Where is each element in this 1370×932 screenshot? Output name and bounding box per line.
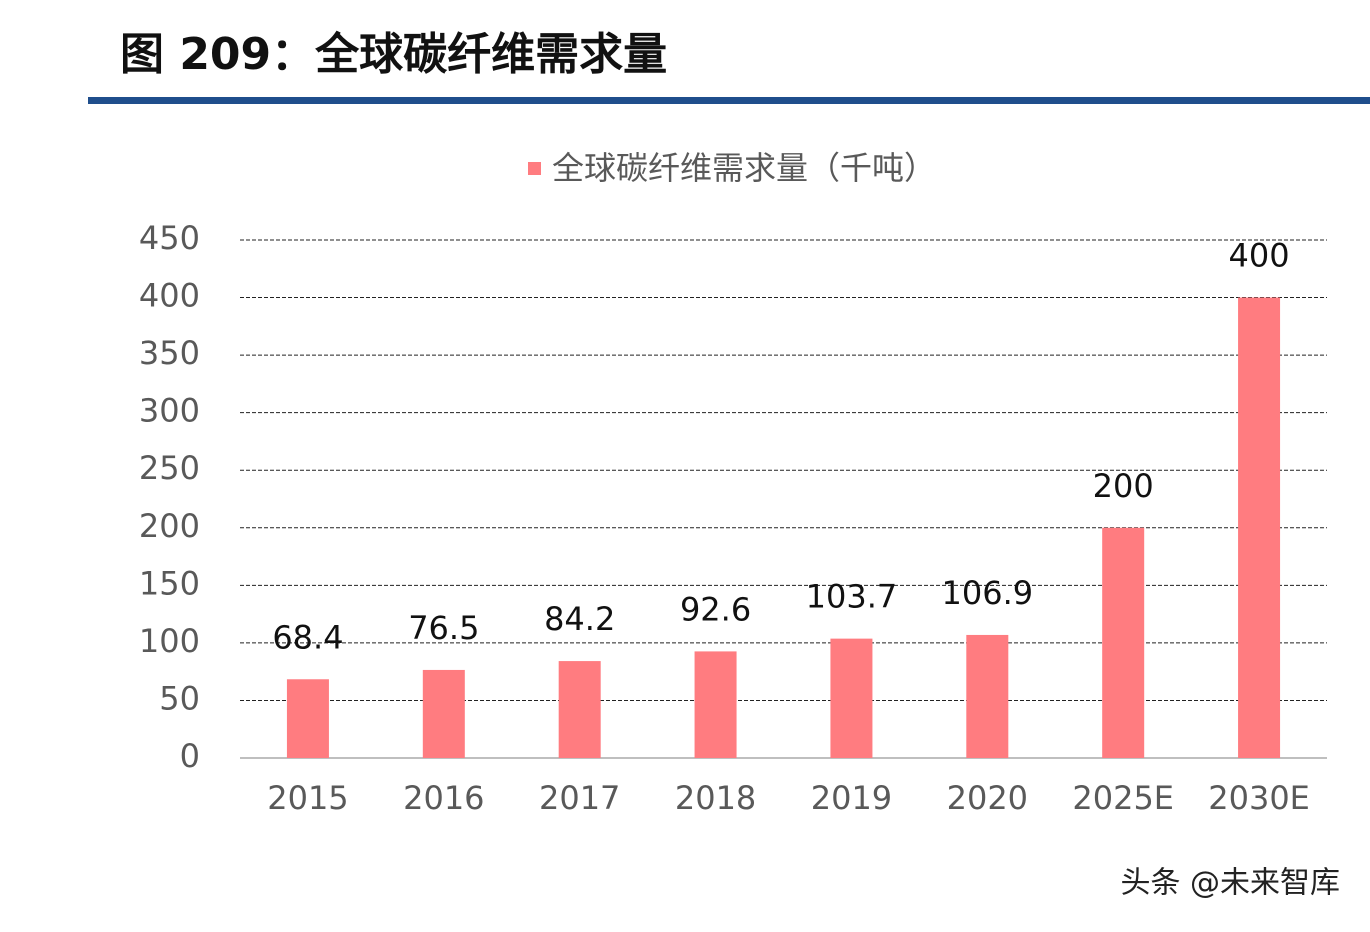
y-tick-label: 0	[180, 737, 200, 775]
y-tick-label: 100	[139, 622, 200, 660]
value-label: 106.9	[942, 574, 1034, 612]
value-label: 103.7	[806, 578, 898, 616]
x-tick-label: 2015	[267, 779, 348, 817]
x-tick-label: 2025E	[1072, 779, 1174, 817]
bar	[558, 661, 601, 758]
x-tick-label: 2016	[403, 779, 484, 817]
x-tick-label: 2030E	[1208, 779, 1310, 817]
value-label: 400	[1229, 237, 1290, 275]
y-tick-label: 300	[139, 392, 200, 430]
bar	[286, 679, 329, 758]
y-tick-label: 150	[139, 564, 200, 602]
value-label: 84.2	[544, 600, 615, 638]
y-tick-label: 450	[139, 219, 200, 257]
x-tick-label: 2020	[947, 779, 1028, 817]
y-tick-label: 350	[139, 334, 200, 372]
value-label: 92.6	[680, 590, 751, 628]
x-tick-label: 2018	[675, 779, 756, 817]
value-label: 76.5	[408, 609, 479, 647]
value-label: 68.4	[272, 618, 343, 656]
legend-swatch	[528, 162, 541, 175]
bar	[1238, 297, 1281, 758]
x-tick-label: 2017	[539, 779, 620, 817]
y-tick-label: 50	[159, 679, 200, 717]
watermark: 头条 @未来智库	[1120, 866, 1340, 901]
y-tick-label: 400	[139, 277, 200, 315]
page-title: 图 209：全球碳纤维需求量	[120, 29, 667, 80]
bar	[694, 651, 737, 758]
bar	[966, 634, 1009, 758]
y-tick-label: 200	[139, 507, 200, 545]
legend-label: 全球碳纤维需求量（千吨）	[552, 149, 936, 187]
title-rule	[88, 97, 1370, 104]
y-tick-label: 250	[139, 449, 200, 487]
bar	[422, 669, 465, 758]
bar	[830, 638, 873, 758]
bar	[1102, 527, 1145, 758]
value-label: 200	[1093, 467, 1154, 505]
x-tick-label: 2019	[811, 779, 892, 817]
